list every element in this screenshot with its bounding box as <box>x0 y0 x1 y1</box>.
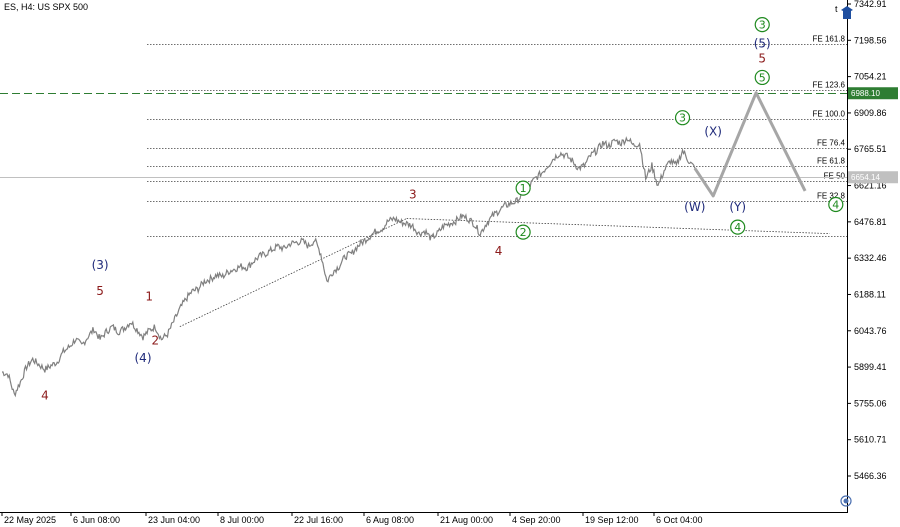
price-box-label: 6988.10 <box>851 89 880 98</box>
wave-label-circle <box>515 224 531 240</box>
projection-line <box>693 91 807 198</box>
fibonacci-level-label: FE 123.6 <box>813 81 846 90</box>
x-tick-label: 21 Aug 00:00 <box>440 515 493 525</box>
x-tick-label: 23 Jun 04:00 <box>148 515 200 525</box>
fibonacci-level-label: FE 32.8 <box>817 192 846 201</box>
wave-label-circle <box>730 219 746 235</box>
x-tick-label: 8 Jul 00:00 <box>220 515 264 525</box>
y-tick-label: 7198.56 <box>854 35 887 45</box>
fibonacci-level-label: FE 100.0 <box>813 110 846 119</box>
corner-label: t <box>835 4 838 14</box>
wave-label: (X) <box>704 125 722 139</box>
wave-label: (W) <box>684 200 705 214</box>
y-tick-label: 5899.41 <box>854 362 887 372</box>
x-tick-label: 4 Sep 20:00 <box>512 515 561 525</box>
x-tick-label: 6 Oct 04:00 <box>656 515 703 525</box>
y-tick-label: 6621.16 <box>854 181 887 191</box>
trading-hat-icon[interactable] <box>841 6 853 19</box>
wave-label: 2 <box>520 226 527 239</box>
wave-label-circle <box>515 180 531 196</box>
wave-label-circle <box>674 110 691 126</box>
fibonacci-level-label: FE 76.4 <box>817 139 846 148</box>
wave-label: (4) <box>135 351 152 365</box>
fibonacci-level-label: FE 161.8 <box>813 35 846 44</box>
y-tick-label: 6043.76 <box>854 326 887 336</box>
wave-label: 4 <box>495 244 503 258</box>
wave-labels: 4 (3) 5 (4) 1 2 3 4 1 2 3 (X) (W) (Y) 4 3 (5) 5 5 4 <box>41 17 844 403</box>
wave-label: 3 <box>679 112 686 125</box>
wave-label-circle <box>754 17 770 33</box>
price-box <box>848 171 898 184</box>
wave-label: 4 <box>41 389 49 403</box>
price-series <box>2 136 696 398</box>
fibonacci-level-label: FE 50 <box>824 172 846 181</box>
y-tick-label: 7054.21 <box>854 72 887 82</box>
price-boxes: 6988.10 6654.14 <box>848 87 898 184</box>
y-tick-label: 7342.91 <box>854 0 887 9</box>
y-tick-label: 5755.06 <box>854 398 887 408</box>
fibonacci-level-label: FE 61.8 <box>817 157 846 166</box>
x-tick-label: 6 Jun 08:00 <box>73 515 120 525</box>
wave-label: 5 <box>758 52 766 66</box>
settings-icon[interactable] <box>840 495 852 507</box>
price-box <box>848 87 898 100</box>
price-box-label: 6654.14 <box>851 173 880 182</box>
y-tick-label: 6332.46 <box>854 253 887 263</box>
wave-label: 4 <box>832 198 839 211</box>
x-axis-ticks: 22 May 2025 6 Jun 08:00 23 Jun 04:00 8 Jul … <box>1 512 703 525</box>
y-axis-ticks: 7342.91 7198.56 7054.21 6909.86 6765.51 6621.… <box>847 0 887 481</box>
wave-label: (5) <box>754 36 771 50</box>
y-tick-label: 6765.51 <box>854 144 887 154</box>
wave-label: 5 <box>759 71 766 84</box>
wave-label-circle <box>754 69 770 86</box>
wave-label: 5 <box>96 284 104 298</box>
x-tick-label: 22 May 2025 <box>4 515 56 525</box>
wave-label: 2 <box>151 333 159 347</box>
price-line <box>2 136 696 398</box>
wave-label: 1 <box>520 182 527 195</box>
y-tick-label: 6188.11 <box>854 289 886 299</box>
wave-label: 4 <box>734 221 741 234</box>
wave-label: (Y) <box>729 200 746 214</box>
chart-title: ES, H4: US SPX 500 <box>4 2 88 12</box>
wave-label: 1 <box>145 289 153 303</box>
y-tick-label: 6476.81 <box>854 217 887 227</box>
wave-label: 3 <box>409 187 417 201</box>
y-tick-label: 5466.36 <box>854 471 887 481</box>
x-tick-label: 6 Aug 08:00 <box>366 515 414 525</box>
x-tick-label: 22 Jul 16:00 <box>294 515 343 525</box>
wave-label: 3 <box>759 19 766 32</box>
fibonacci-levels: FE 161.8 FE 123.6 FE 100.0 FE 76.4 FE 61.8 FE… <box>0 35 847 237</box>
y-tick-label: 6909.86 <box>854 108 887 118</box>
wave-label: (3) <box>92 258 109 272</box>
projection-path <box>693 91 807 198</box>
x-tick-label: 19 Sep 12:00 <box>585 515 639 525</box>
y-tick-label: 5610.71 <box>854 435 887 445</box>
wave-label-circle <box>828 196 844 213</box>
